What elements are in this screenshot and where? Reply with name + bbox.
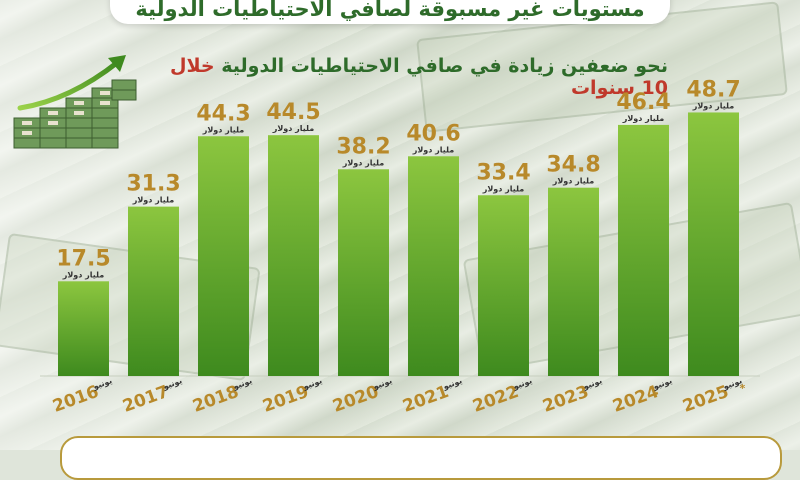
value-label-2023: 34.8 (546, 153, 600, 178)
value-label-2022: 33.4 (476, 160, 530, 185)
month-label-2021: يونيو (441, 376, 463, 391)
unit-label-2023: مليار دولار (552, 177, 595, 186)
month-label-2018: يونيو (231, 376, 253, 391)
unit-label-2024: مليار دولار (622, 114, 665, 123)
bar-2022 (478, 195, 529, 376)
page-title: مستويات غير مسبوقة لصافي الاحتياطيات الد… (135, 0, 645, 21)
unit-label-2019: مليار دولار (272, 124, 315, 133)
bar-2017 (128, 206, 179, 376)
bar-2020 (338, 169, 389, 376)
bar-2025 (688, 112, 739, 377)
value-label-2017: 31.3 (126, 172, 180, 197)
chart-subtitle: نحو ضعفين زيادة في صافي الاحتياطيات الدو… (148, 55, 668, 99)
unit-label-2025: مليار دولار (692, 101, 735, 110)
unit-label-2016: مليار دولار (62, 270, 105, 279)
value-label-2016: 17.5 (56, 246, 110, 271)
value-label-2020: 38.2 (336, 134, 390, 159)
value-label-2024: 46.4 (616, 90, 670, 115)
year-asterisk: * (740, 382, 746, 395)
rising-arrow-icon (17, 55, 126, 111)
unit-label-2018: مليار دولار (202, 125, 245, 134)
bar-2016 (58, 281, 109, 376)
unit-label-2022: مليار دولار (482, 184, 525, 193)
unit-label-2021: مليار دولار (412, 145, 455, 154)
month-label-2016: يونيو (91, 376, 113, 391)
subtitle-highlight: خلال 10 سنوات (170, 55, 668, 99)
month-label-2017: يونيو (161, 376, 183, 391)
decor-layer (13, 55, 760, 377)
value-label-2025: 48.7 (686, 77, 740, 102)
unit-label-2017: مليار دولار (132, 196, 175, 205)
month-label-2024: يونيو (651, 376, 673, 391)
value-label-2018: 44.3 (196, 101, 250, 126)
bottom-info-box (60, 436, 782, 480)
top-title-banner: مستويات غير مسبوقة لصافي الاحتياطيات الد… (110, 0, 670, 24)
value-label-2019: 44.5 (266, 100, 320, 125)
bar-2023 (548, 187, 599, 376)
unit-label-2020: مليار دولار (342, 158, 385, 167)
bar-2021 (408, 156, 459, 376)
bar-2018 (198, 136, 249, 376)
money-stacks-icon (13, 79, 137, 149)
month-label-2019: يونيو (301, 376, 323, 391)
subtitle-main: نحو ضعفين زيادة في صافي الاحتياطيات الدو… (214, 55, 668, 77)
value-label-2021: 40.6 (406, 121, 460, 146)
month-label-2023: يونيو (581, 376, 603, 391)
month-label-2022: يونيو (511, 376, 533, 391)
month-label-2020: يونيو (371, 376, 393, 391)
bar-2024 (618, 124, 669, 376)
bar-2019 (268, 135, 319, 376)
